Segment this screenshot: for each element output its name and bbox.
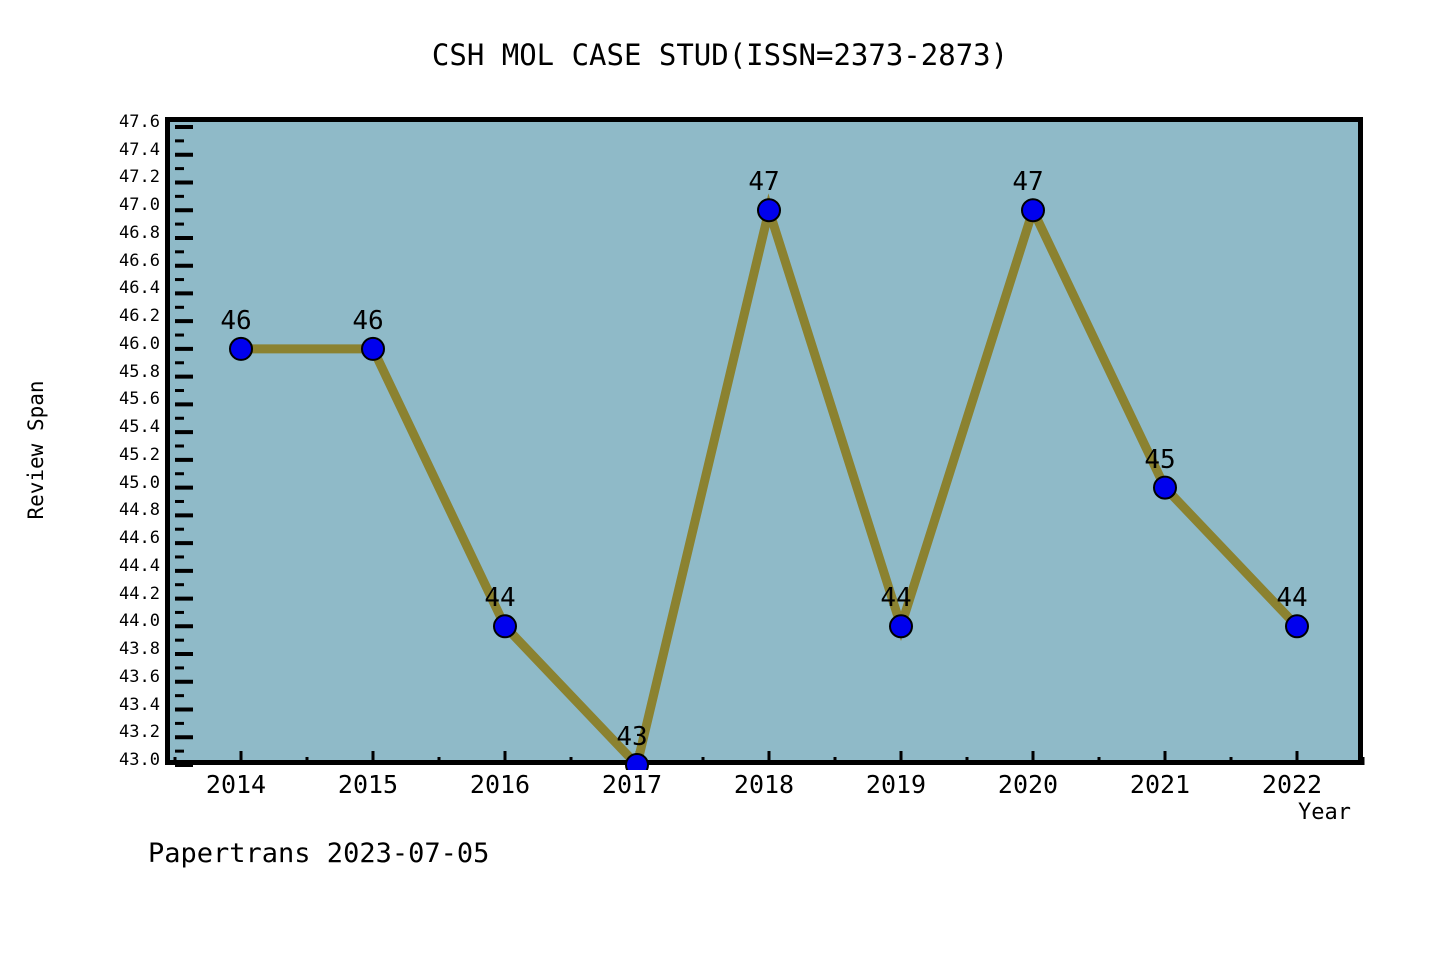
y-axis-tick-label: 43.8 [119, 639, 160, 660]
y-axis-tick-label: 43.2 [119, 722, 160, 743]
data-point-marker [625, 753, 649, 770]
data-point-marker [361, 336, 385, 361]
y-axis-tick-label: 47.0 [119, 195, 160, 216]
y-axis-tick-label: 46.0 [119, 333, 160, 354]
y-axis-tick-label: 43.6 [119, 666, 160, 687]
x-axis-tick-label: 2016 [469, 770, 531, 799]
x-axis-tick-label: 2014 [205, 770, 267, 799]
y-axis-tick-label: 46.4 [119, 278, 160, 299]
x-axis-tick-label: 2022 [1261, 770, 1323, 799]
data-point-marker [1021, 198, 1045, 223]
page-title: CSH MOL CASE STUD(ISSN=2373-2873) [431, 38, 1009, 72]
y-axis-tick-label: 43.0 [119, 750, 160, 770]
data-point-marker [229, 336, 253, 361]
y-axis-tick-label: 45.4 [119, 417, 160, 438]
x-axis-tick-label: 2020 [997, 770, 1059, 799]
x-axis-tick-label: 2019 [865, 770, 927, 799]
axis-tick-marks [173, 125, 1365, 767]
x-axis-tick-label: 2017 [601, 770, 663, 799]
y-axis-label: Review Span [24, 380, 48, 520]
footer-source-note: Papertrans 2023-07-05 [148, 838, 490, 869]
x-axis-tick-label: 2015 [337, 770, 399, 799]
data-point-marker [1153, 475, 1177, 500]
y-axis-tick-label: 43.4 [119, 694, 160, 715]
y-axis-tick-label: 45.0 [119, 472, 160, 493]
y-axis-tick-label: 45.2 [119, 444, 160, 465]
y-axis-tick-label: 47.4 [119, 139, 160, 160]
data-line-series [241, 193, 1301, 770]
data-point-markers [229, 198, 1309, 770]
y-axis-tick-label: 45.8 [119, 361, 160, 382]
y-axis-tick-label: 44.4 [119, 555, 160, 576]
y-axis-tick-label: 44.6 [119, 528, 160, 549]
x-axis-label: Year [1298, 800, 1351, 825]
y-axis-tick-label: 46.2 [119, 306, 160, 327]
x-axis-tick-label: 2021 [1129, 770, 1191, 799]
y-axis-tick-label: 46.6 [119, 250, 160, 271]
y-axis-tick-label: 45.6 [119, 389, 160, 410]
y-axis-tick-label: 47.2 [119, 167, 160, 188]
data-point-marker [1285, 614, 1309, 639]
data-point-marker [889, 614, 913, 639]
plot-area [165, 117, 1365, 770]
data-point-marker [493, 614, 517, 639]
y-axis-tick-label: 44.8 [119, 500, 160, 521]
data-point-marker [757, 198, 781, 223]
y-axis-tick-label: 47.6 [119, 112, 160, 132]
x-axis-tick-label: 2018 [733, 770, 795, 799]
y-axis-tick-label: 44.2 [119, 583, 160, 604]
y-axis-tick-label: 46.8 [119, 222, 160, 243]
y-axis-tick-label: 44.0 [119, 611, 160, 632]
y-axis-tick-labels: 47.6 47.4 47.2 47.0 46.8 46.6 46.4 46.2 46.0 45.8… [102, 0, 160, 960]
line-chart-svg [173, 125, 1365, 770]
